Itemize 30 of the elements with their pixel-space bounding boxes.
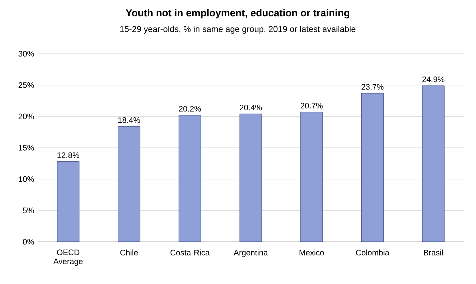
- chart-subtitle: 15-29 year-olds, % in same age group, 2019 or latest available: [120, 26, 356, 34]
- data-label: 20.4%: [240, 104, 262, 111]
- y-tick-label: 5%: [23, 208, 34, 214]
- chart-title: Youth not in employment, education or training: [126, 9, 350, 19]
- data-label: 20.7%: [300, 103, 323, 109]
- bar: [178, 115, 202, 242]
- bar: [300, 112, 324, 242]
- x-tick-label: Colombia: [356, 250, 390, 256]
- x-tick-label: Argentina: [234, 250, 268, 258]
- bar: [57, 162, 80, 242]
- x-tick-label: Chile: [120, 250, 138, 256]
- y-tick-label: 30%: [18, 51, 34, 57]
- y-tick-label: 0%: [23, 239, 34, 245]
- data-label: 20.2%: [179, 106, 202, 112]
- bar: [362, 93, 384, 242]
- bar: [118, 126, 140, 242]
- x-tick-label: OECD Average: [54, 250, 83, 266]
- bar: [240, 114, 262, 242]
- x-tick-label: Mexico: [300, 250, 324, 256]
- y-tick-label: 10%: [19, 176, 34, 182]
- y-tick-label: 25%: [18, 82, 34, 88]
- x-tick-label: Brasil: [424, 250, 444, 256]
- y-tick-label: 20%: [18, 114, 34, 120]
- data-label: 18.4%: [118, 118, 140, 124]
- data-label: 24.9%: [422, 76, 445, 82]
- data-label: 12.8%: [58, 152, 80, 158]
- bar: [422, 86, 445, 242]
- data-label: 23.7%: [362, 84, 384, 90]
- x-tick-label: Costa Rica: [170, 250, 210, 256]
- y-tick-label: 15%: [19, 145, 34, 151]
